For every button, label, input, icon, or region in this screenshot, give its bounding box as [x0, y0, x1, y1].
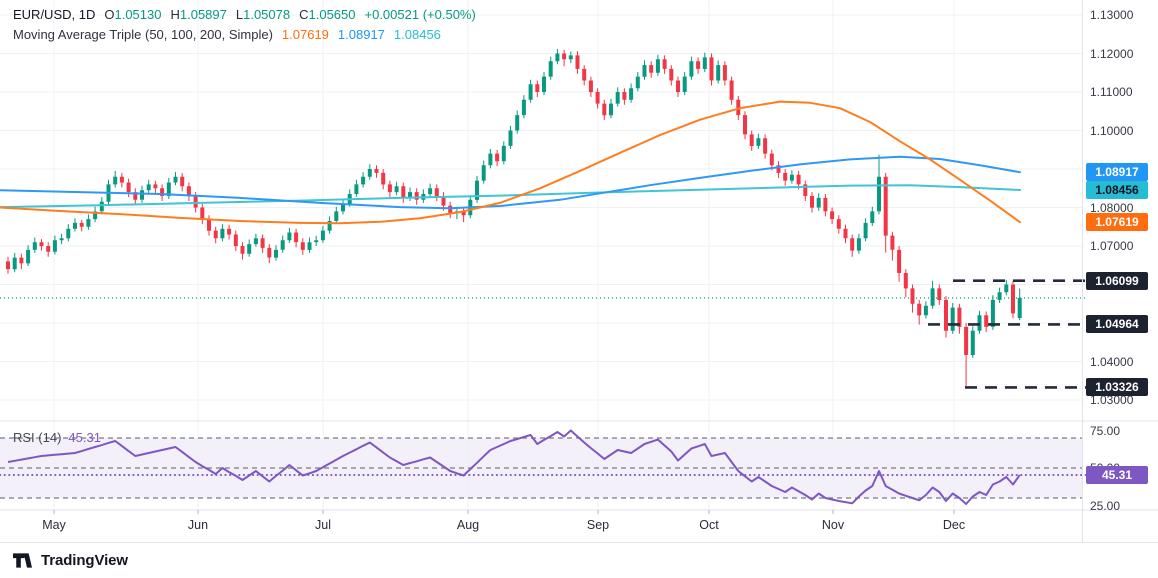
chart-plot-area[interactable] [0, 0, 1158, 543]
rsi-value: 45.31 [68, 430, 101, 445]
time-axis[interactable]: May Jun Jul Aug Sep Oct Nov Dec [0, 510, 1082, 543]
candle-bodies-down [6, 53, 1015, 355]
ma100-line [0, 155, 1021, 210]
rsi-indicator-title[interactable]: RSI (14) [13, 430, 62, 445]
month-label: May [42, 518, 66, 532]
footer: TradingView [0, 543, 1158, 578]
price-badge: 1.06099 [1086, 271, 1148, 290]
ma200-value: 1.08456 [393, 27, 441, 42]
month-label: Dec [942, 518, 966, 532]
price-badge: 1.04964 [1086, 315, 1148, 334]
ma100-value: 1.08917 [337, 27, 385, 42]
ma200-line [0, 184, 1021, 209]
rsi-tick-label: 25.00 [1090, 498, 1121, 513]
symbol-legend: EUR/USD, 1D O1.05130 H1.05897 L1.05078 C… [13, 7, 476, 22]
candle-bodies-up [12, 53, 1022, 355]
ohlc-open: O1.05130 [104, 7, 162, 22]
symbol-title[interactable]: EUR/USD, 1D [13, 7, 96, 22]
price-tick-label: 1.12000 [1090, 46, 1134, 61]
price-badge: 1.03326 [1086, 378, 1148, 397]
month-label: Aug [456, 518, 480, 532]
month-label: Sep [586, 518, 610, 532]
price-badge: 1.08456 [1086, 180, 1148, 199]
price-tick-label: 1.07000 [1090, 239, 1134, 254]
price-tick-label: 1.04000 [1090, 354, 1134, 369]
month-label: Oct [699, 518, 719, 532]
ma-legend: Moving Average Triple (50, 100, 200, Sim… [13, 27, 441, 42]
ma-indicator-title[interactable]: Moving Average Triple (50, 100, 200, Sim… [13, 27, 273, 42]
ma50-line [0, 100, 1021, 225]
price-tick-label: 1.13000 [1090, 8, 1134, 22]
month-label: Jul [315, 518, 331, 532]
rsi-line [7, 429, 1021, 505]
month-label: Jun [187, 518, 209, 532]
rsi-legend: RSI (14) 45.31 [13, 430, 101, 445]
price-badge: 1.07619 [1086, 213, 1148, 232]
price-tick-label: 1.03000 [1090, 393, 1134, 408]
price-badge: 45.31 [1086, 466, 1148, 485]
price-tick-label: 1.08000 [1090, 200, 1134, 215]
price-axis[interactable]: 1.13000 1.12000 1.11000 1.10000 1.08000 1.070… [1082, 0, 1158, 543]
ohlc-close: C1.05650 [299, 7, 356, 22]
price-badge: 1.08917 [1086, 163, 1148, 182]
ohlc-low: L1.05078 [235, 7, 291, 22]
ma50-value: 1.07619 [281, 27, 329, 42]
month-label: Nov [821, 518, 845, 532]
candle-wicks-down [7, 49, 1014, 388]
ohlc-high: H1.05897 [170, 7, 227, 22]
price-tick-label: 1.10000 [1090, 123, 1134, 138]
tradingview-logo-icon [13, 553, 32, 568]
rsi-tick-label: 75.00 [1090, 423, 1121, 438]
brand-name: TradingView [41, 552, 128, 569]
change-value: +0.00521 (+0.50%) [364, 7, 476, 22]
tradingview-logo[interactable]: TradingView [13, 552, 128, 569]
price-tick-label: 1.11000 [1090, 85, 1133, 99]
